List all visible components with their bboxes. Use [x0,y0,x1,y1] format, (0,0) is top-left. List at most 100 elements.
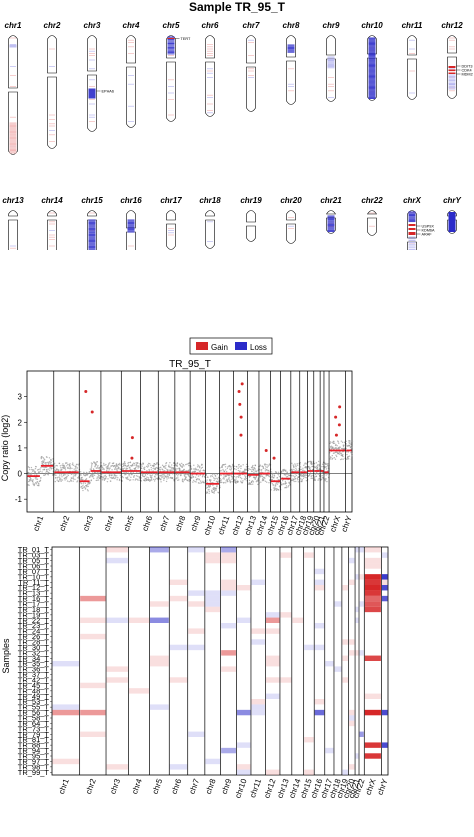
data-point [193,468,195,470]
heat-cell-faint [342,769,348,775]
data-point [161,474,163,476]
outlier-point [90,410,94,414]
karyogram-title: Sample TR_95_T [189,0,286,14]
data-point [326,464,329,467]
heatmap-row-label-TR_11_T: TR_11_T [18,578,49,587]
data-point [50,458,52,461]
data-point [233,465,236,468]
data-point [342,445,345,448]
data-point [95,462,97,464]
data-point [164,470,166,472]
data-point [307,466,310,468]
data-point [58,462,61,465]
data-point [60,469,63,471]
data-point [165,480,168,483]
data-point [124,464,126,466]
data-point [201,463,203,466]
heat-cell-faint [381,552,388,558]
data-point [285,485,288,487]
data-point [70,473,73,476]
data-point [165,464,167,467]
data-point [92,468,95,470]
data-point [222,470,224,472]
data-point [262,479,265,482]
data-point [231,463,234,466]
data-point [150,469,153,471]
data-point [256,470,258,472]
data-point [149,463,151,465]
data-point [73,475,75,477]
heatmap-col-label-chr10: chr10 [233,777,248,799]
data-point [144,473,146,475]
data-point [186,463,188,465]
data-point [59,477,61,480]
data-point [80,482,83,485]
data-point [351,440,354,442]
heat-cell-faint [342,655,348,661]
data-point [261,465,263,467]
data-point [275,472,278,474]
data-point [46,470,48,472]
data-point [111,469,113,471]
data-point [221,466,223,468]
sample-heatmap-panel: Samples chr1 chr2 chr3 chr4 chr5 chr6 chr7 chr8… [0,541,474,832]
data-point [223,478,225,480]
data-point [99,477,101,480]
data-point [55,477,57,479]
data-point [72,476,74,478]
data-point [334,444,337,447]
heatmap-col-label-chr11: chr11 [248,777,263,799]
data-point [302,469,304,472]
chromosome-p-arm [166,210,176,221]
data-point [264,470,267,472]
heatmap-col-label-chr8: chr8 [204,777,218,795]
heat-cell-faint [364,547,381,553]
data-point [48,462,50,465]
data-point [122,476,124,479]
heat-cell-TR_11_T-chrX [364,579,381,585]
data-point [94,471,96,474]
data-point [67,463,69,466]
outlier-point [84,390,88,394]
data-point [35,482,37,484]
data-point [322,472,324,474]
data-point [262,467,265,469]
heat-cell-TR_22_T-chr5 [150,617,169,623]
data-point [265,466,267,468]
data-point [154,478,156,481]
data-point [98,474,100,477]
data-point [277,473,279,475]
heat-cell-faint [334,666,342,672]
data-point [109,476,111,479]
data-point [74,469,77,472]
data-point [180,465,182,467]
data-point [147,479,150,481]
chromosome-label-chrY: chrY [443,196,461,205]
data-point [277,481,280,484]
chromosome-p-arm [326,35,336,56]
heatmap-row-label-TR_22_T: TR_22_T [18,616,50,625]
data-point [191,475,193,477]
data-point [41,456,43,458]
data-point [179,469,181,471]
heat-cell-TR_12_T-chrY [381,585,388,591]
data-point [42,457,45,459]
data-point [275,489,278,492]
data-point [229,468,231,470]
heat-cell-TR_12_T-chrX [364,585,381,591]
heat-cell-faint [80,731,106,737]
heatmap-row-label-TR_35_T: TR_35_T [18,659,50,668]
data-point [251,480,254,482]
data-point [149,476,152,479]
data-point [46,456,48,459]
data-point [30,477,32,480]
data-point [350,443,352,446]
chromosome-chr20: chr20 [280,196,302,244]
data-point [84,487,87,489]
heat-cell-faint [106,677,128,683]
data-point [307,475,310,477]
outlier-point [130,436,134,440]
data-point [255,480,258,483]
data-point [236,466,238,468]
heat-cell-faint [236,742,251,748]
